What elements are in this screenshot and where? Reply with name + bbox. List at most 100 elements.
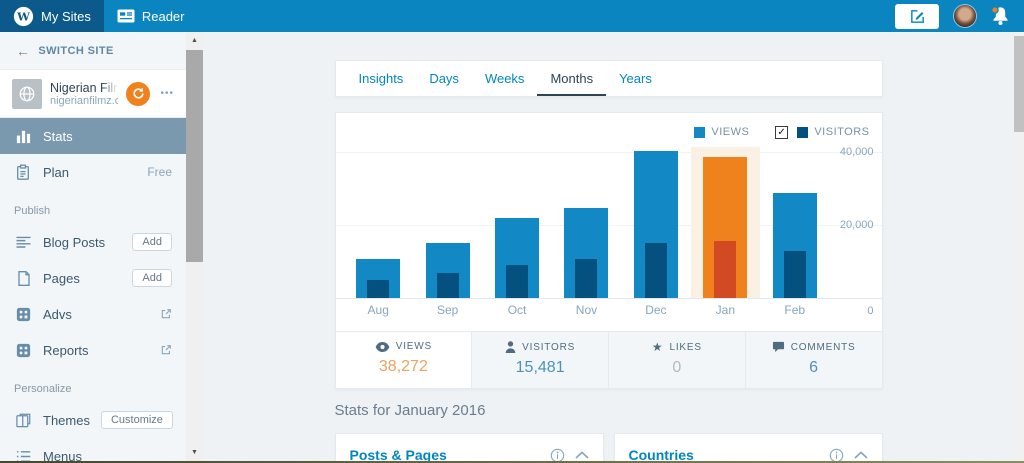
add-page-button[interactable]: Add <box>132 269 172 287</box>
chart-column-dec[interactable] <box>621 147 690 298</box>
info-icon[interactable] <box>829 448 844 461</box>
window-bottom-edge <box>0 461 1024 463</box>
sidebar-item-reports[interactable]: Reports <box>0 332 186 368</box>
compose-icon <box>909 8 926 25</box>
chevron-up-icon[interactable] <box>853 451 868 459</box>
site-avatar <box>12 78 42 109</box>
y-axis-tick: 40,000 <box>839 146 874 158</box>
summary-value: 38,272 <box>378 358 428 375</box>
summary-value: 0 <box>672 359 682 376</box>
tab-weeks[interactable]: Weeks <box>484 71 525 86</box>
notification-dot <box>991 6 999 14</box>
plugin-grid-icon <box>14 342 32 359</box>
switch-site-button[interactable]: ← SWITCH SITE <box>0 32 186 70</box>
site-domain: nigerianfilmz.com <box>50 94 119 107</box>
menus-icon <box>14 449 32 461</box>
x-axis-label: Sep <box>436 303 459 317</box>
sync-icon <box>132 87 145 100</box>
visitors-bar[interactable] <box>436 272 459 298</box>
star-icon: ★ <box>651 340 664 354</box>
scroll-thumb[interactable] <box>1014 36 1024 132</box>
chart-legend: VIEWS ✓ VISITORS <box>336 113 882 143</box>
summary-tab-visitors[interactable]: VISITORS 15,481 <box>471 332 608 388</box>
sidebar-item-advs[interactable]: Advs <box>0 296 186 332</box>
visitors-bar[interactable] <box>575 258 598 298</box>
module-title: Countries <box>628 447 694 461</box>
external-link-icon <box>160 344 172 356</box>
summary-tab-views[interactable]: VIEWS 38,272 <box>335 332 472 388</box>
chevron-up-icon[interactable] <box>574 451 589 459</box>
tab-years[interactable]: Years <box>619 71 652 86</box>
sidebar-item-stats[interactable]: Stats <box>0 118 186 154</box>
summary-label: COMMENTS <box>790 341 856 353</box>
sidebar-item-themes[interactable]: Themes Customize <box>0 402 186 438</box>
summary-tab-comments[interactable]: COMMENTS 6 <box>744 332 882 388</box>
svg-text:W: W <box>16 9 30 23</box>
countries-module: Countries <box>613 433 883 461</box>
chart-column-nov[interactable] <box>552 147 621 298</box>
x-axis-label: Dec <box>645 303 667 317</box>
chart-column-oct[interactable] <box>482 147 551 298</box>
module-header[interactable]: Posts & Pages <box>336 434 603 461</box>
sidebar-scrollbar[interactable]: ▲ ▼ <box>186 32 203 461</box>
tab-days[interactable]: Days <box>429 71 459 86</box>
scroll-up-button[interactable]: ▲ <box>186 32 203 49</box>
sidebar-item-menus[interactable]: Menus <box>0 438 186 461</box>
posts-icon <box>14 235 32 250</box>
x-axis-label: Feb <box>784 303 806 317</box>
my-sites-button[interactable]: W My Sites <box>0 0 104 32</box>
main-content: Insights Days Weeks Months Years VIEWS ✓… <box>203 32 1014 461</box>
info-icon[interactable] <box>550 448 565 461</box>
profile-avatar[interactable] <box>954 5 976 27</box>
update-badge[interactable] <box>126 81 151 106</box>
chart-column-sep[interactable] <box>413 147 482 298</box>
scroll-thumb[interactable] <box>186 50 203 262</box>
masterbar: W My Sites Reader <box>0 0 1024 32</box>
visitors-bar[interactable] <box>506 264 529 298</box>
chart-column-feb[interactable] <box>760 147 829 298</box>
visitors-checkbox[interactable]: ✓ <box>775 125 789 139</box>
new-post-button[interactable] <box>895 3 939 29</box>
sidebar-item-blog-posts[interactable]: Blog Posts Add <box>0 224 186 260</box>
visitors-bar[interactable] <box>367 280 390 298</box>
reader-button[interactable]: Reader <box>104 0 198 32</box>
sidebar-item-label: Blog Posts <box>43 234 106 250</box>
legend-views-label: VIEWS <box>711 126 750 138</box>
visitors-bar[interactable] <box>644 243 667 298</box>
sidebar-item-plan[interactable]: Plan Free <box>0 154 186 190</box>
tab-insights[interactable]: Insights <box>358 71 404 86</box>
sidebar-item-label: Stats <box>43 128 73 144</box>
sidebar-item-pages[interactable]: Pages Add <box>0 260 186 296</box>
stats-icon <box>14 128 32 145</box>
summary-tab-likes[interactable]: ★ LIKES 0 <box>608 332 745 388</box>
site-card[interactable]: Nigerian Filmz Sta nigerianfilmz.com ••• <box>0 70 186 118</box>
sidebar-item-label: Reports <box>43 342 89 358</box>
chart-column-aug[interactable] <box>344 147 413 298</box>
legend-visitors[interactable]: ✓ VISITORS <box>775 125 869 139</box>
page-title: Stats for January 2016 <box>334 402 486 419</box>
notifications-button[interactable] <box>991 6 1010 26</box>
summary-label: LIKES <box>669 341 702 353</box>
site-name: Nigerian Filmz Sta <box>50 80 119 95</box>
chart-column-jan[interactable] <box>690 147 761 298</box>
sidebar: ← SWITCH SITE Nigerian Filmz Sta nigeria… <box>0 32 186 461</box>
person-icon <box>505 341 516 353</box>
gridline <box>335 225 882 226</box>
bar-chart: 40,000 20,000 0 <box>335 146 882 317</box>
page-scrollbar[interactable] <box>1014 32 1024 461</box>
add-blog-post-button[interactable]: Add <box>132 233 172 251</box>
customize-button[interactable]: Customize <box>100 411 173 429</box>
visitors-bar[interactable] <box>714 241 737 298</box>
module-header[interactable]: Countries <box>615 434 882 461</box>
scroll-down-button[interactable]: ▼ <box>186 444 203 461</box>
back-arrow-icon: ← <box>16 42 31 59</box>
section-label-publish: Publish <box>14 205 51 217</box>
plugin-grid-icon <box>14 306 32 323</box>
my-sites-label: My Sites <box>41 8 91 24</box>
visitors-bar[interactable] <box>783 250 806 298</box>
switch-site-label: SWITCH SITE <box>38 44 114 57</box>
site-menu-button[interactable]: ••• <box>160 88 174 99</box>
summary-label: VIEWS <box>395 341 432 352</box>
y-axis-tick: 0 <box>867 305 874 317</box>
tab-months[interactable]: Months <box>537 61 607 96</box>
